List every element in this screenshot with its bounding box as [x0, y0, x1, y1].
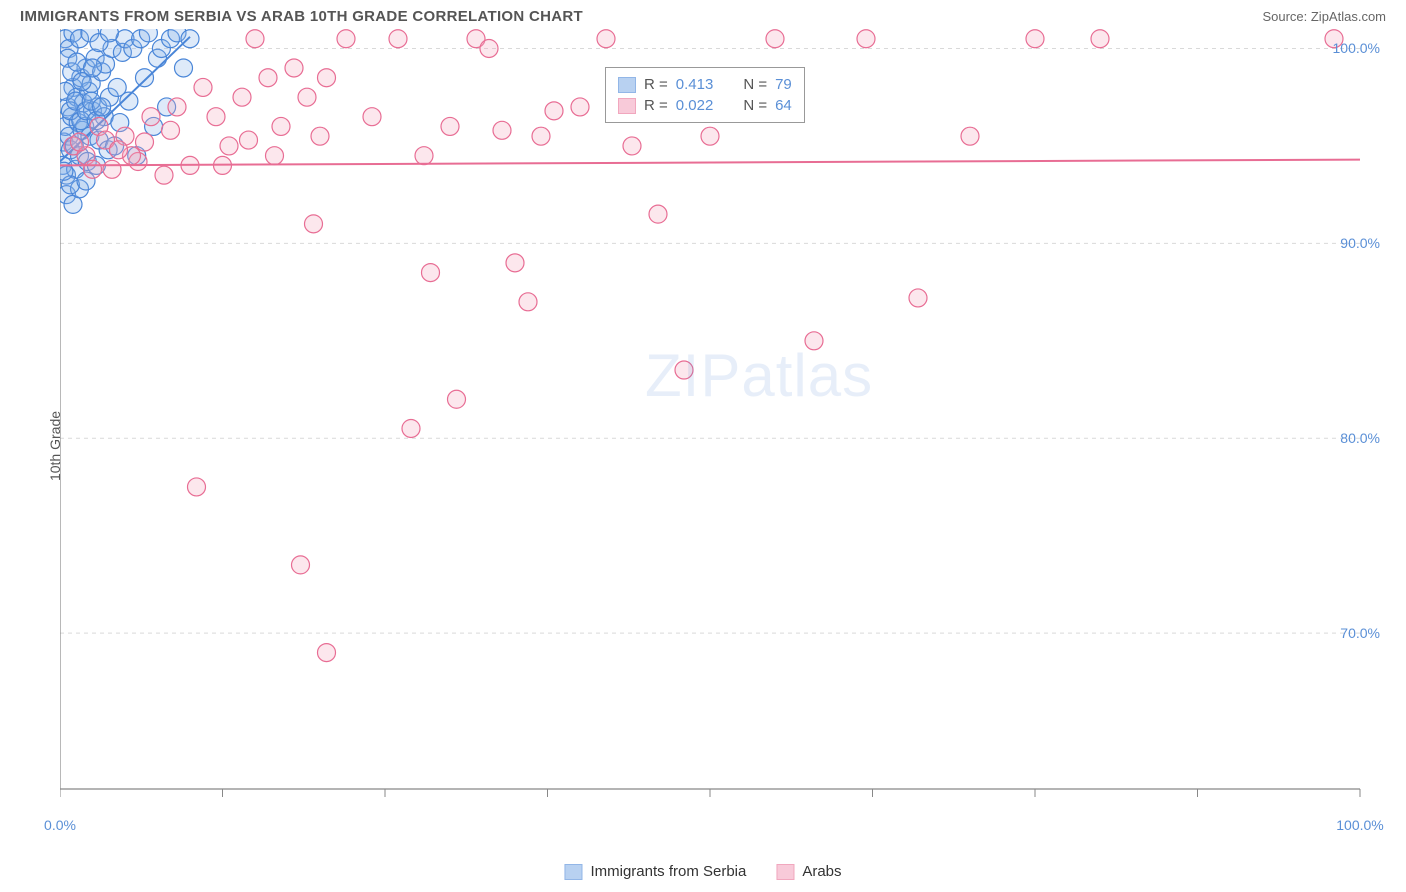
stat-r-value: 0.413 [676, 76, 714, 93]
x-tick-label: 0.0% [44, 817, 76, 833]
legend-item: Arabs [776, 863, 841, 880]
y-tick-label: 90.0% [1340, 235, 1380, 251]
legend-swatch [564, 864, 582, 880]
y-tick-label: 70.0% [1340, 625, 1380, 641]
bottom-legend: Immigrants from Serbia Arabs [564, 863, 841, 880]
series-swatch [618, 98, 636, 114]
stat-r-label: R = [644, 97, 668, 114]
scatter-plot-svg [60, 29, 1370, 799]
stat-n-value: 64 [775, 97, 792, 114]
chart-area: ZIPatlas R =0.413N =79R =0.022N =64 70.0… [60, 29, 1386, 819]
stat-n-value: 79 [775, 76, 792, 93]
x-tick-label: 100.0% [1336, 817, 1383, 833]
source-label: Source: ZipAtlas.com [1262, 9, 1386, 24]
stats-row: R = 0.413 N = 79 [618, 74, 792, 95]
stat-r-label: R = [644, 76, 668, 93]
y-tick-label: 100.0% [1333, 40, 1380, 56]
stat-n-label: N = [743, 76, 767, 93]
stat-n-label: N = [743, 97, 767, 114]
series-swatch [618, 77, 636, 93]
legend-swatch [776, 864, 794, 880]
legend-item: Immigrants from Serbia [564, 863, 746, 880]
stats-row: R = 0.022 N = 64 [618, 95, 792, 116]
y-tick-label: 80.0% [1340, 430, 1380, 446]
stats-box: R = 0.413 N = 79 R = 0.022 N = 64 [605, 67, 805, 123]
legend-label: Immigrants from Serbia [590, 863, 746, 880]
legend-label: Arabs [802, 863, 841, 880]
chart-title: IMMIGRANTS FROM SERBIA VS ARAB 10TH GRAD… [20, 8, 583, 25]
stat-r-value: 0.022 [676, 97, 714, 114]
